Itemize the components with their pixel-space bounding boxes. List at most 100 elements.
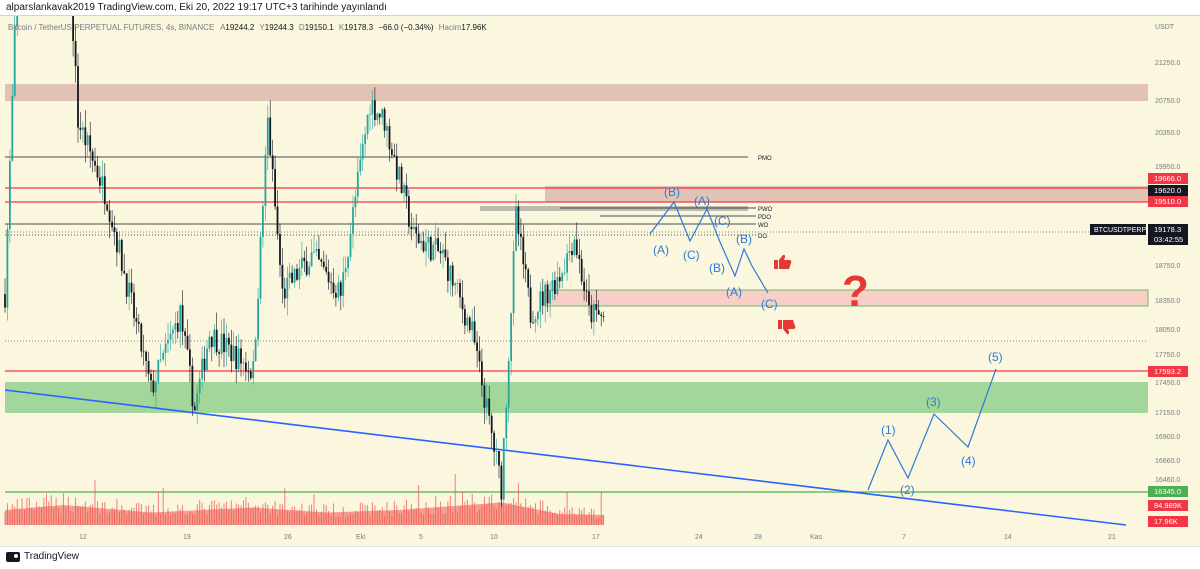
current-price-box: [1148, 224, 1188, 245]
candle-body: [451, 265, 454, 286]
candle-body: [242, 362, 245, 364]
price-label-value: 16345.0: [1154, 487, 1181, 496]
candle-body: [359, 159, 362, 172]
publish-line: alparslankavak2019 TradingView.com, Eki …: [6, 2, 387, 13]
candle-body: [461, 297, 464, 310]
candle-body: [201, 358, 203, 379]
candle-body: [203, 358, 206, 370]
volume-label-box: [1148, 500, 1188, 511]
candle-body: [169, 333, 172, 340]
candle-body: [103, 176, 106, 205]
resistance-zone-upper: [5, 84, 1148, 101]
candle-body: [395, 156, 398, 180]
chart-area[interactable]: PMO PWO PDO WO DO (A) (B) (C) (A) (B) (C…: [0, 0, 1200, 546]
candle-body: [293, 268, 296, 283]
legend-volume-value: 17.96K: [461, 23, 487, 32]
time-axis-tick: 21: [1108, 534, 1116, 541]
time-axis-tick: 12: [79, 534, 87, 541]
candle-body: [288, 272, 291, 278]
legend-high-value: 19244.3: [265, 23, 294, 32]
candle-body: [381, 109, 384, 118]
candle-body: [568, 251, 571, 254]
label-pwo: PWO: [758, 207, 773, 213]
candle-body: [327, 271, 330, 283]
gray-zone: [480, 206, 748, 211]
price-label-box: [1148, 173, 1188, 184]
candle-body: [427, 237, 430, 243]
candle-body: [602, 316, 605, 317]
candle-body: [82, 127, 84, 130]
price-axis-tick: 21250.0: [1155, 60, 1180, 67]
candle-body: [123, 270, 126, 274]
candle-body: [369, 114, 371, 115]
candle-body: [371, 100, 374, 115]
candle-body: [145, 351, 147, 361]
candle-body: [546, 284, 549, 304]
price-axis-tick: 16660.0: [1155, 458, 1180, 465]
candle-body: [510, 313, 512, 362]
candle-body: [230, 344, 233, 361]
candle-body: [590, 305, 593, 323]
candle-body: [262, 206, 264, 237]
candle-body: [96, 165, 99, 178]
candle-body: [502, 438, 505, 500]
candle-body: [13, 26, 16, 97]
candle-body: [228, 337, 230, 345]
candle-body: [325, 266, 328, 272]
candle-body: [593, 304, 595, 323]
candle-body: [257, 298, 259, 340]
legend-open-value: 19244.2: [225, 23, 254, 32]
candle-body: [279, 234, 281, 265]
price-axis-tick: 18350.0: [1155, 298, 1180, 305]
candle-body: [556, 277, 559, 294]
candle-body: [388, 126, 391, 150]
candle-body: [133, 292, 135, 319]
candle-body: [315, 249, 318, 252]
candle-body: [232, 346, 235, 361]
candle-body: [9, 160, 11, 230]
tradingview-logo-icon: [6, 551, 20, 562]
candle-body: [94, 160, 96, 166]
time-axis[interactable]: 12 19 26 Eki 5 10 17 24 28 Kas 7 14 21: [79, 534, 1116, 541]
candle-body: [164, 343, 167, 353]
candle-body: [135, 318, 138, 322]
wave-projection-impulse[interactable]: [867, 368, 997, 491]
candle-body: [361, 144, 364, 160]
candle-body: [476, 342, 478, 351]
candle-body: [512, 251, 515, 314]
candle-body: [583, 281, 585, 291]
candle-body: [464, 309, 466, 326]
candle-body: [437, 238, 439, 251]
candle-body: [128, 282, 130, 297]
legend-close-label: K: [339, 23, 345, 32]
time-axis-tick: 5: [419, 534, 423, 541]
candle-body: [74, 41, 77, 67]
time-axis-tick: 17: [592, 534, 600, 541]
candle-body: [563, 272, 566, 274]
candle-body: [352, 207, 354, 234]
price-label-value: 19666.0: [1154, 174, 1181, 183]
time-axis-tick: 10: [490, 534, 498, 541]
label-wo: WO: [758, 223, 769, 229]
candle-body: [488, 398, 491, 416]
candle-body: [330, 282, 332, 284]
candle-body: [172, 329, 174, 334]
price-axis-tick: 20350.0: [1155, 130, 1180, 137]
time-axis-tick: 24: [695, 534, 703, 541]
wave-projection-upper[interactable]: [649, 200, 769, 294]
candle-body: [349, 233, 352, 258]
price-axis[interactable]: USDT 21250.0 20750.0 20350.0 19950.0 187…: [1090, 24, 1188, 527]
publish-info-bar: alparslankavak2019 TradingView.com, Eki …: [0, 0, 1200, 16]
thumbs-up-icon: [774, 254, 792, 269]
candle-body: [266, 117, 269, 155]
candle-body: [517, 206, 520, 234]
candle-body: [520, 233, 522, 237]
descending-trendline[interactable]: [4, 389, 1127, 526]
candlestick-chart[interactable]: PMO PWO PDO WO DO (A) (B) (C) (A) (B) (C…: [0, 0, 1200, 546]
candle-body: [342, 272, 345, 296]
brand[interactable]: TradingView: [6, 551, 79, 562]
candle-body: [522, 236, 525, 265]
footer-bar: TradingView: [0, 546, 1200, 569]
candle-body: [471, 321, 474, 331]
